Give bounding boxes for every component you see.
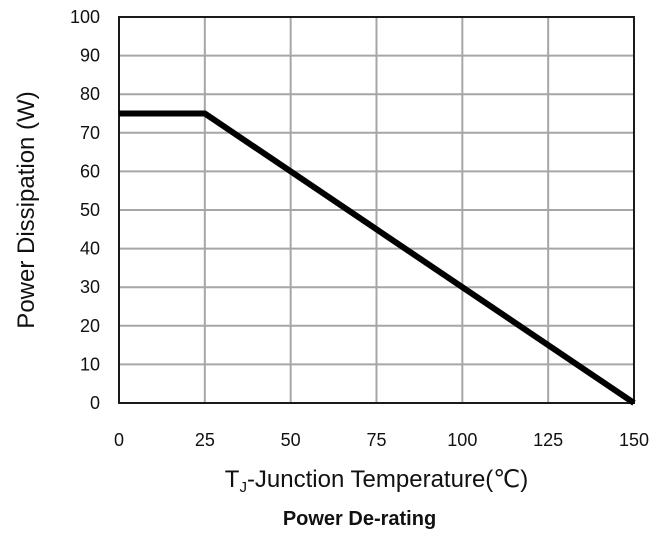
y-tick-label: 50: [80, 200, 100, 220]
plot-frame: [118, 16, 635, 404]
x-tick-label: 50: [281, 430, 301, 450]
chart-title: Power De-rating: [283, 508, 436, 530]
x-axis-label-prefix: T: [225, 466, 240, 493]
x-axis-label: TJ-Junction Temperature(℃): [225, 466, 528, 496]
x-tick-label: 0: [114, 430, 124, 450]
x-axis-tick-labels: 0 25 50 75 100 125 150: [114, 430, 649, 450]
y-axis-label: Power Dissipation (W): [13, 91, 40, 328]
y-tick-label: 60: [80, 161, 100, 181]
y-axis-tick-labels: 0 10 20 30 40 50 60 70 80 90 100: [70, 7, 100, 413]
y-tick-label: 70: [80, 123, 100, 143]
x-tick-label: 25: [195, 430, 215, 450]
y-tick-label: 20: [80, 316, 100, 336]
x-tick-label: 150: [619, 430, 649, 450]
y-tick-label: 0: [90, 393, 100, 413]
y-tick-label: 10: [80, 354, 100, 374]
x-axis-label-subscript: J: [239, 479, 247, 496]
grid-lines: [118, 16, 635, 404]
x-axis-label-suffix: -Junction Temperature(℃): [247, 466, 528, 493]
x-tick-label: 75: [366, 430, 386, 450]
y-tick-label: 40: [80, 239, 100, 259]
y-tick-label: 90: [80, 46, 100, 66]
y-tick-label: 30: [80, 277, 100, 297]
y-tick-label: 100: [70, 7, 100, 27]
series-line-power-dissipation: [119, 110, 636, 406]
x-tick-label: 125: [533, 430, 563, 450]
x-tick-label: 100: [447, 430, 477, 450]
y-tick-label: 80: [80, 84, 100, 104]
